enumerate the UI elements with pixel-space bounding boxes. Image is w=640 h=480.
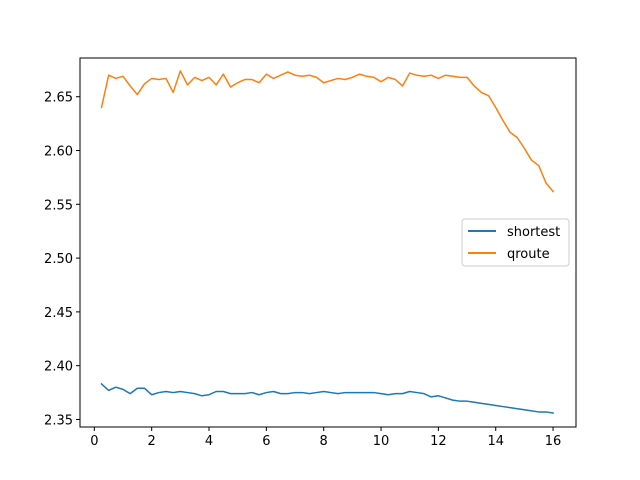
plot-frame [79,57,577,428]
x-tick-label: 10 [373,434,390,449]
x-tick-label: 8 [320,434,328,449]
series-line-shortest [100,382,554,414]
y-tick-label: 2.55 [44,198,73,213]
series-layer [100,70,555,414]
legend-label-qroute: qroute [507,247,550,262]
y-tick-label: 2.50 [44,252,73,267]
x-tick-label: 6 [262,434,270,449]
x-tick-label: 2 [148,434,156,449]
series-line-qroute [100,70,555,193]
x-tick-label: 0 [90,434,98,449]
y-tick-label: 2.35 [44,413,73,428]
y-tick-label: 2.40 [44,360,73,375]
x-tick-label: 12 [430,434,447,449]
y-tick-label: 2.60 [44,145,73,160]
x-tick-label: 4 [205,434,213,449]
legend: shortest qroute [461,218,570,267]
y-tick-label: 2.45 [44,306,73,321]
y-tick-label: 2.65 [44,91,73,106]
axes-layer: 0 2 4 6 8 10 12 14 16 2.35 2.40 2.45 2.50 2.55 2.60 2.6… [44,91,561,449]
x-tick-label: 14 [487,434,504,449]
legend-label-shortest: shortest [507,225,560,240]
x-tick-label: 16 [545,434,562,449]
